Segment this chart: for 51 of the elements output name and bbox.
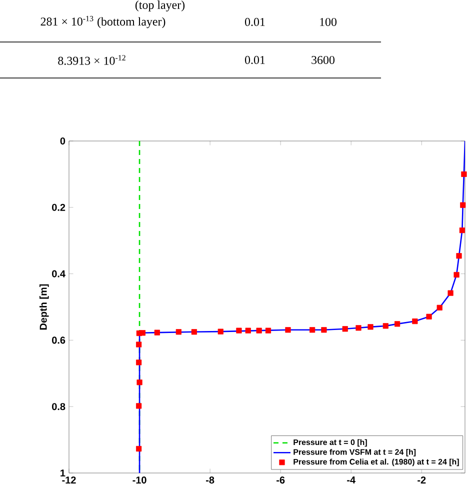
point <box>136 380 142 386</box>
point <box>356 325 362 331</box>
point <box>245 328 251 334</box>
point <box>394 321 400 327</box>
point <box>218 328 224 334</box>
point <box>382 323 388 329</box>
text: 0.01 <box>244 56 265 64</box>
text: 8.3913 × 10$^{-12}$ <box>58 55 126 65</box>
point <box>136 342 142 348</box>
point <box>321 327 327 333</box>
x-tick-label: -8 <box>206 476 214 484</box>
y-tick-label: 0.8 <box>52 403 66 410</box>
point <box>136 360 142 366</box>
text: 3600 <box>312 56 334 64</box>
x-tick-label: -2 <box>418 476 426 484</box>
y-tick-label: 0 <box>60 137 66 145</box>
x-tick-label: -4 <box>347 476 356 484</box>
point <box>461 171 467 177</box>
text: 281 × 10$^{-13}$ (bottom layer) <box>40 16 166 28</box>
point <box>265 328 272 334</box>
point <box>436 304 442 310</box>
point <box>368 324 374 330</box>
point <box>285 327 291 333</box>
point <box>460 202 466 208</box>
point <box>456 253 462 259</box>
x-tick-label: -12 <box>62 476 76 484</box>
point <box>310 327 316 333</box>
y-tick-label: 0.6 <box>52 336 66 344</box>
y-tick-label: 1 <box>60 470 66 476</box>
point <box>236 328 242 334</box>
point <box>256 328 262 334</box>
point <box>191 329 197 335</box>
point <box>136 446 142 452</box>
text: 100 <box>320 18 336 26</box>
x-tick-label: -6 <box>276 476 285 484</box>
point <box>176 329 182 335</box>
y-tick-label: 0.2 <box>52 204 66 211</box>
point <box>136 403 142 409</box>
point <box>426 314 432 320</box>
x-tick-label: -10 <box>132 476 146 484</box>
y-tick-label: 0.4 <box>52 270 66 278</box>
point <box>136 330 142 336</box>
y-axis-title: Depth [m] <box>40 284 49 330</box>
point <box>448 290 454 296</box>
point <box>454 272 460 278</box>
point <box>154 330 160 336</box>
point <box>459 228 465 234</box>
point <box>342 326 348 332</box>
text: (top layer) <box>135 0 185 12</box>
point <box>412 318 418 324</box>
text: 0.01 <box>244 18 265 26</box>
